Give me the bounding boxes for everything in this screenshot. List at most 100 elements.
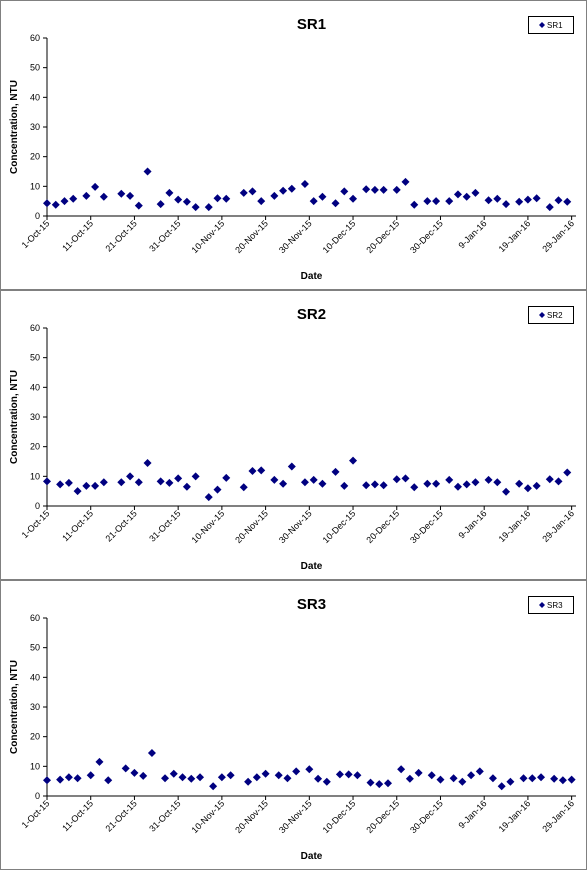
data-point xyxy=(545,475,554,484)
data-point xyxy=(432,479,441,488)
data-point xyxy=(322,777,331,786)
data-point xyxy=(209,782,218,791)
x-axis-label: Date xyxy=(301,851,323,862)
y-tick-label: 40 xyxy=(30,382,40,392)
y-tick-label: 50 xyxy=(30,63,40,73)
y-tick-label: 0 xyxy=(35,501,40,511)
data-point xyxy=(515,479,524,488)
data-point xyxy=(309,197,318,206)
data-point xyxy=(331,467,340,476)
data-point xyxy=(91,481,100,490)
data-point xyxy=(401,474,410,483)
data-point xyxy=(379,185,388,194)
data-point xyxy=(165,478,174,487)
data-point xyxy=(86,771,95,780)
data-point xyxy=(567,775,576,784)
data-point xyxy=(139,771,148,780)
data-point xyxy=(528,774,537,783)
data-point xyxy=(248,187,257,196)
data-point xyxy=(174,195,183,204)
data-point xyxy=(51,200,60,209)
data-point xyxy=(475,767,484,776)
data-point xyxy=(370,185,379,194)
data-point xyxy=(213,485,222,494)
data-point xyxy=(60,197,69,206)
legend-marker xyxy=(539,312,545,318)
data-point xyxy=(550,774,559,783)
data-point xyxy=(95,757,104,766)
data-point xyxy=(300,478,309,487)
chart-frame xyxy=(0,290,587,580)
data-point xyxy=(366,778,375,787)
data-point xyxy=(344,770,353,779)
data-point xyxy=(519,774,528,783)
data-point xyxy=(104,776,113,785)
legend: SR2 xyxy=(528,306,574,324)
data-point xyxy=(222,194,231,203)
data-point xyxy=(349,456,358,465)
legend-label: SR3 xyxy=(547,601,563,610)
data-point xyxy=(554,477,563,486)
y-tick-label: 50 xyxy=(30,353,40,363)
data-point xyxy=(82,191,91,200)
data-point xyxy=(558,776,567,785)
y-tick-label: 30 xyxy=(30,702,40,712)
data-point xyxy=(484,196,493,205)
data-point xyxy=(502,200,511,209)
data-point xyxy=(196,773,205,782)
data-point xyxy=(257,466,266,475)
data-point xyxy=(244,777,253,786)
data-point xyxy=(182,197,191,206)
data-point xyxy=(309,475,318,484)
data-point xyxy=(563,197,572,206)
data-point xyxy=(506,777,515,786)
legend-box xyxy=(528,596,574,614)
y-axis-label: Concentration, NTU xyxy=(9,660,20,754)
data-point xyxy=(331,199,340,208)
data-point xyxy=(143,458,152,467)
chart-frame xyxy=(0,0,587,290)
chart-frame xyxy=(0,580,587,870)
data-point xyxy=(523,195,532,204)
data-point xyxy=(436,775,445,784)
legend: SR1 xyxy=(528,16,574,34)
data-point xyxy=(56,775,65,784)
data-point xyxy=(405,774,414,783)
data-point xyxy=(379,481,388,490)
y-tick-label: 20 xyxy=(30,732,40,742)
y-tick-label: 40 xyxy=(30,672,40,682)
data-point xyxy=(73,774,82,783)
data-point xyxy=(392,475,401,484)
data-point xyxy=(64,478,73,487)
data-point xyxy=(349,194,358,203)
legend-marker xyxy=(539,22,545,28)
data-point xyxy=(523,484,532,493)
data-point xyxy=(248,466,257,475)
data-point xyxy=(99,192,108,201)
y-tick-label: 10 xyxy=(30,181,40,191)
data-point xyxy=(414,768,423,777)
data-point xyxy=(143,167,152,176)
data-point xyxy=(239,188,248,197)
legend-label: SR2 xyxy=(547,311,563,320)
data-point xyxy=(410,483,419,492)
data-point xyxy=(445,197,454,206)
data-point xyxy=(156,477,165,486)
data-point xyxy=(134,478,143,487)
data-point xyxy=(261,769,270,778)
data-point xyxy=(204,493,213,502)
y-tick-label: 30 xyxy=(30,122,40,132)
data-point xyxy=(187,774,196,783)
data-point xyxy=(126,191,135,200)
data-point xyxy=(427,771,436,780)
data-point xyxy=(226,771,235,780)
chart-title: SR3 xyxy=(297,596,326,613)
y-tick-label: 20 xyxy=(30,442,40,452)
y-tick-label: 0 xyxy=(35,211,40,221)
data-point xyxy=(335,770,344,779)
data-point xyxy=(423,197,432,206)
data-point xyxy=(274,771,283,780)
y-axis-label: Concentration, NTU xyxy=(9,370,20,464)
